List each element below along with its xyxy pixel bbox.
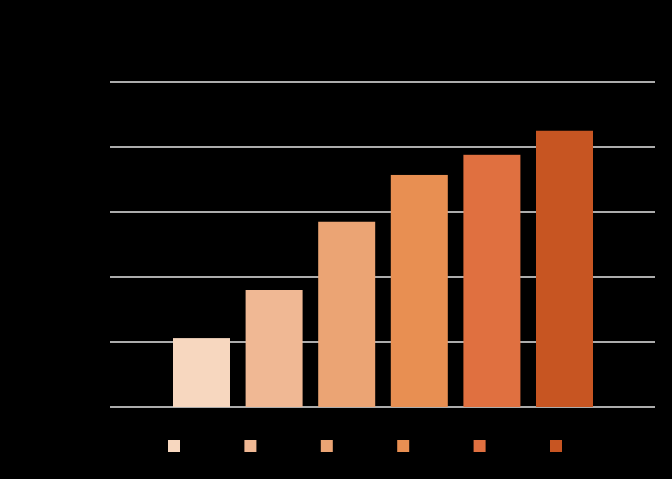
legend-swatch — [550, 440, 562, 452]
legend-swatch — [473, 440, 486, 452]
bar — [245, 290, 303, 407]
bar — [463, 154, 521, 407]
legend-swatch — [244, 440, 257, 452]
bar — [390, 174, 448, 407]
bar — [536, 130, 593, 407]
legend-swatch — [320, 440, 333, 452]
legend-swatch — [168, 440, 180, 452]
bar — [318, 221, 376, 407]
bar — [173, 338, 230, 407]
legend-swatch — [397, 440, 410, 452]
